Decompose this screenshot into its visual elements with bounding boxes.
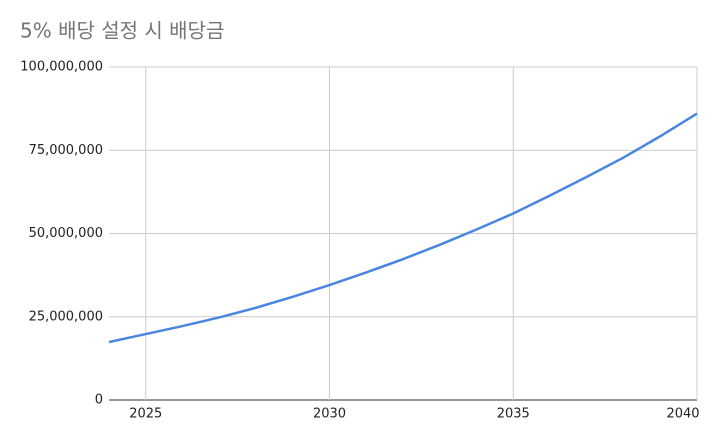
y-tick-label: 25,000,000 [29,309,103,324]
y-tick-label: 0 [95,393,103,408]
x-tick-label: 2030 [313,407,346,422]
y-tick-label: 75,000,000 [29,143,103,158]
x-tick-label: 2040 [666,407,699,422]
x-tick-label: 2035 [497,407,530,422]
y-tick-label: 50,000,000 [29,226,103,241]
y-tick-label: 100,000,000 [20,60,103,75]
data-line [108,112,698,344]
chart-title: 5% 배당 설정 시 배당금 [20,19,224,43]
x-tick-label: 2025 [129,407,162,422]
